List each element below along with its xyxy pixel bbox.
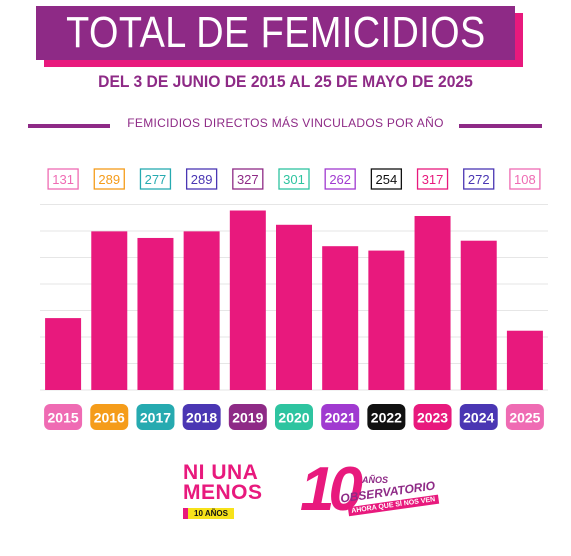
value-label-box-2017 <box>139 168 172 190</box>
value-label-2022: 254 <box>376 172 398 187</box>
title-banner: TOTAL DE FEMICIDIOS <box>36 6 515 60</box>
tick-label-2021: 2021 <box>325 410 356 426</box>
bar-2021 <box>322 246 359 390</box>
bar-2025 <box>506 330 543 390</box>
tick-label-2025: 2025 <box>509 410 540 426</box>
tick-label-2018: 2018 <box>186 410 217 426</box>
chart-section-title: FEMICIDIOS DIRECTOS MÁS VINCULADOS POR A… <box>127 116 444 130</box>
year-pill-2015 <box>44 404 83 430</box>
logo-nua-tag: 10 AÑOS <box>183 508 234 519</box>
logo-nua-line-2: MENOS <box>183 481 263 504</box>
year-pill-2020 <box>275 404 313 430</box>
tick-label-2020: 2020 <box>278 410 309 426</box>
bar-2019 <box>229 210 266 390</box>
value-label-2019: 327 <box>237 172 259 187</box>
bar-2020 <box>276 224 312 390</box>
bar-2023 <box>414 216 451 390</box>
value-label-2017: 277 <box>145 172 167 187</box>
bar-2024 <box>460 240 497 390</box>
value-label-box-2015 <box>47 168 79 190</box>
value-label-box-2018 <box>185 168 218 190</box>
year-pill-2017 <box>136 404 175 430</box>
year-pill-2016 <box>90 404 129 430</box>
bar-2016 <box>91 231 128 390</box>
bar-2018 <box>183 231 220 390</box>
value-label-2016: 289 <box>98 172 120 187</box>
year-pill-2019 <box>228 404 267 430</box>
logo-nua-line-1: NI UNA <box>183 461 259 484</box>
year-pill-2023 <box>413 404 452 430</box>
year-pill-2021 <box>321 404 360 430</box>
tick-label-2016: 2016 <box>94 410 125 426</box>
value-label-box-2022 <box>370 168 403 190</box>
value-label-2015: 131 <box>52 172 74 187</box>
bar-2022 <box>368 250 405 390</box>
value-label-2021: 262 <box>329 172 351 187</box>
date-range-subtitle: DEL 3 DE JUNIO DE 2015 AL 25 DE MAYO DE … <box>98 72 473 91</box>
bar-2015 <box>45 318 82 390</box>
year-pill-2018 <box>182 404 221 430</box>
year-pill-2025 <box>505 404 544 430</box>
tick-label-2023: 2023 <box>417 410 448 426</box>
value-label-2023: 317 <box>422 172 444 187</box>
value-label-2018: 289 <box>191 172 213 187</box>
tick-label-2015: 2015 <box>48 410 79 426</box>
value-label-2024: 272 <box>468 172 490 187</box>
tick-label-2022: 2022 <box>371 410 402 426</box>
section-divider-left <box>28 124 110 128</box>
year-pill-2022 <box>367 404 406 430</box>
section-divider-right <box>459 124 542 128</box>
observatorio-logo: 10 AÑOS OBSERVATORIO AHORA QUE SÍ NOS VE… <box>300 455 439 537</box>
value-label-box-2019 <box>232 168 264 190</box>
value-label-box-2020 <box>278 168 310 190</box>
tick-label-2024: 2024 <box>463 410 494 426</box>
page-title: TOTAL DE FEMICIDIOS <box>65 8 486 57</box>
logo-obs-anos: AÑOS <box>362 475 389 485</box>
tick-label-2017: 2017 <box>140 410 171 426</box>
value-label-box-2023 <box>416 168 449 190</box>
value-label-box-2025 <box>509 168 541 190</box>
tick-label-2019: 2019 <box>232 410 263 426</box>
year-pill-2024 <box>459 404 498 430</box>
value-label-2020: 301 <box>283 172 305 187</box>
value-label-box-2016 <box>93 168 125 190</box>
value-label-box-2024 <box>463 168 495 190</box>
ni-una-menos-logo: NI UNA MENOS 10 AÑOS <box>183 461 263 531</box>
value-label-2025: 108 <box>514 172 536 187</box>
value-label-box-2021 <box>324 168 356 190</box>
bar-2017 <box>137 237 174 390</box>
